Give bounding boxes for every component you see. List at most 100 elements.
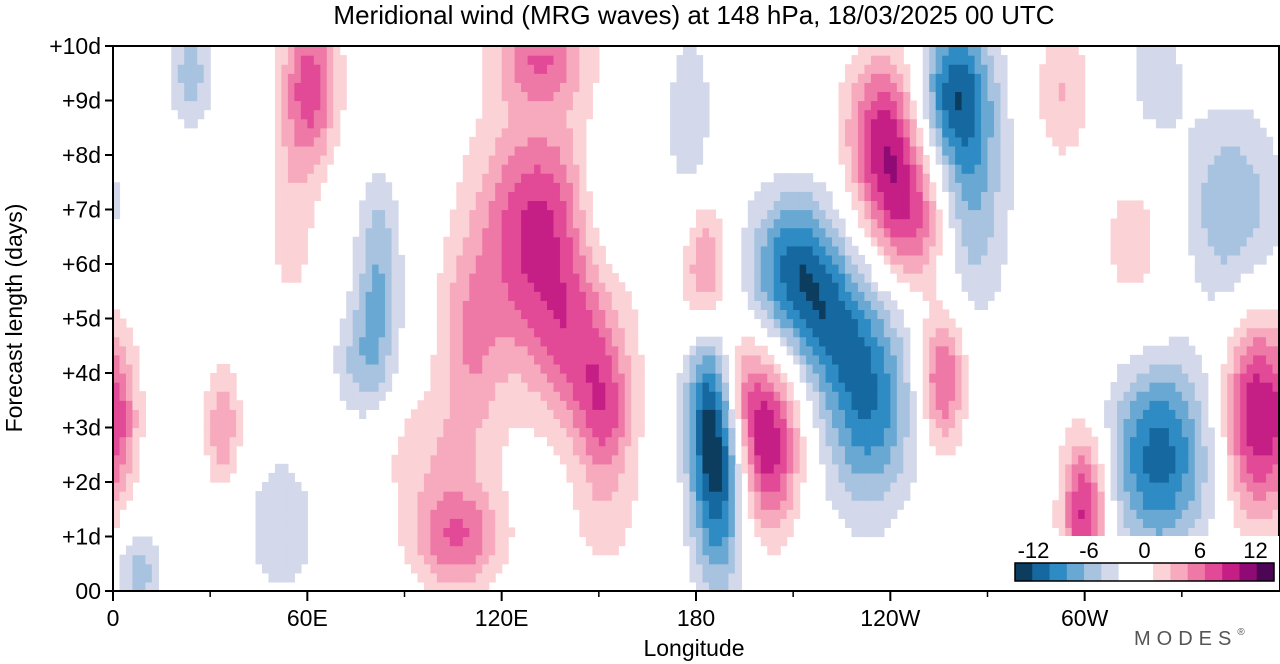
field-cell: [903, 127, 911, 138]
field-cell: [313, 155, 321, 165]
field-cell: [961, 400, 969, 410]
field-cell: [177, 82, 185, 93]
field-cell: [287, 109, 295, 120]
field-cell: [832, 254, 840, 265]
field-cell: [436, 373, 444, 383]
field-cell: [501, 227, 509, 238]
field-cell: [857, 491, 866, 501]
field-cell: [793, 400, 801, 410]
field-cell: [566, 145, 574, 156]
field-cell: [786, 191, 794, 202]
field-cell: [1240, 382, 1248, 392]
field-cell: [1071, 91, 1079, 102]
field-cell: [883, 127, 891, 138]
field-cell: [313, 82, 321, 93]
field-cell: [572, 82, 580, 93]
field-cell: [1188, 209, 1196, 220]
field-cell: [754, 273, 762, 283]
field-cell: [728, 536, 736, 547]
field-cell: [1162, 354, 1170, 365]
field-cell: [1155, 445, 1163, 456]
field-cell: [1091, 491, 1099, 501]
field-cell: [864, 64, 872, 74]
field-cell: [1253, 509, 1261, 519]
field-cell: [780, 509, 788, 519]
field-cell: [540, 218, 548, 229]
field-cell: [294, 100, 302, 111]
field-cell: [469, 254, 477, 265]
field-cell: [747, 363, 755, 374]
field-cell: [857, 427, 866, 438]
field-cell: [540, 118, 548, 129]
field-cell: [352, 282, 360, 292]
field-cell: [287, 182, 295, 192]
field-cell: [851, 500, 859, 510]
field-cell: [125, 454, 134, 465]
field-cell: [799, 454, 807, 465]
field-cell: [708, 482, 717, 492]
field-cell: [611, 500, 619, 510]
field-cell: [1227, 336, 1235, 347]
field-cell: [1142, 463, 1151, 474]
field-cell: [553, 218, 561, 229]
field-cell: [844, 136, 853, 147]
field-cell: [1207, 218, 1215, 229]
field-cell: [216, 436, 224, 447]
field-cell: [812, 400, 820, 410]
field-cell: [987, 191, 995, 202]
field-cell: [786, 227, 794, 238]
field-cell: [864, 273, 872, 283]
field-cell: [1142, 109, 1151, 120]
field-cell: [1253, 409, 1261, 420]
field-cell: [488, 436, 496, 447]
field-cell: [566, 300, 574, 311]
field-cell: [631, 327, 639, 338]
field-cell: [916, 136, 924, 147]
field-cell: [961, 155, 969, 165]
field-cell: [300, 109, 308, 120]
field-cell: [534, 391, 542, 401]
field-cell: [799, 318, 807, 329]
field-cell: [456, 382, 464, 392]
field-cell: [968, 118, 976, 129]
field-cell: [721, 563, 729, 574]
field-cell: [456, 336, 464, 347]
field-cell: [1188, 418, 1196, 429]
field-cell: [935, 100, 943, 111]
field-cell: [1110, 218, 1118, 229]
field-cell: [559, 245, 568, 256]
field-cell: [715, 491, 723, 501]
field-cell: [443, 309, 451, 320]
field-cell: [443, 482, 451, 492]
field-cell: [1201, 409, 1209, 420]
field-cell: [1201, 282, 1209, 292]
field-cell: [391, 264, 399, 274]
field-cell: [1058, 472, 1066, 483]
field-cell: [955, 254, 963, 265]
field-cell: [890, 191, 898, 202]
field-cell: [1220, 109, 1228, 120]
field-cell: [307, 64, 315, 74]
field-cell: [1253, 391, 1261, 401]
field-cell: [132, 400, 140, 410]
field-cell: [462, 345, 470, 356]
field-cell: [844, 463, 853, 474]
field-cell: [760, 200, 768, 211]
field-cell: [631, 463, 639, 474]
field-cell: [773, 236, 781, 247]
field-cell: [385, 245, 393, 256]
field-cell: [721, 354, 729, 365]
field-cell: [760, 227, 768, 238]
field-cell: [488, 173, 496, 183]
field-cell: [1065, 518, 1073, 529]
field-cell: [456, 400, 464, 410]
field-cell: [210, 454, 218, 465]
field-cell: [728, 409, 736, 420]
field-cell: [624, 400, 632, 410]
field-cell: [1130, 218, 1138, 229]
field-cell: [877, 527, 885, 538]
field-cell: [1259, 373, 1267, 383]
field-cell: [974, 82, 982, 93]
field-cell: [501, 109, 509, 120]
field-cell: [378, 273, 386, 283]
